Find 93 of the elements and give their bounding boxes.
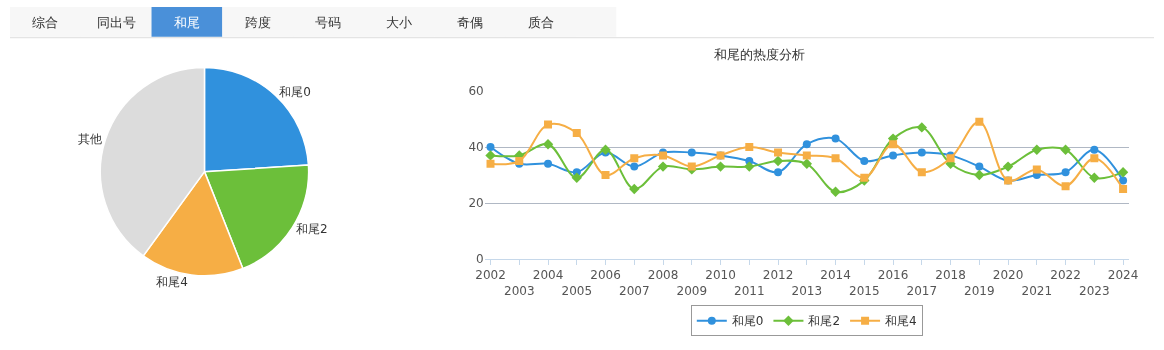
point [1090,145,1099,154]
point [772,155,784,167]
slice-label: 和尾2 [295,222,328,237]
legend-label: 和尾2 [808,314,841,329]
point [1089,172,1100,183]
point [657,161,669,172]
x-tick-label: 2013 [791,284,823,298]
x-tick-label: 2016 [877,268,909,283]
x-tick-label: 2008 [647,268,679,283]
y-tick-label: 20 [468,196,484,211]
point [572,129,581,137]
x-tick-label: 2022 [1050,268,1081,283]
point [600,144,611,155]
point [542,139,554,150]
point [916,122,928,133]
point [889,140,898,149]
point [630,162,639,171]
point [1031,144,1043,155]
point [715,161,726,172]
x-tick-label: 2017 [906,284,938,298]
y-tick-label: 60 [468,84,484,99]
point [860,157,869,165]
point [630,154,639,163]
point [687,148,696,157]
x-tick-label: 2011 [734,284,765,298]
x-tick-label: 2010 [705,268,736,283]
point [802,140,811,149]
x-tick-label: 2018 [935,268,966,283]
point [774,168,783,177]
x-tick-label: 2009 [676,284,708,298]
x-tick-label: 2012 [762,268,794,283]
point [1061,168,1070,177]
point [975,162,984,171]
point [1032,165,1041,174]
point [774,148,783,157]
point [1090,154,1099,163]
legend-label: 和尾4 [885,314,917,329]
category-label: 奇偶 [457,15,483,30]
point [860,173,869,182]
chart-title: 和尾的热度分析 [714,47,805,62]
x-tick-label: 2005 [561,284,593,298]
point [1119,185,1128,193]
x-tick-label: 2021 [1021,284,1053,298]
x-tick-label: 2004 [532,268,564,283]
point [1002,161,1014,172]
category-label: 和尾 [174,15,200,30]
point [1117,167,1129,178]
point [975,117,984,126]
point [1060,144,1071,155]
slice-label: 和尾4 [156,274,188,289]
x-tick-label: 2006 [590,268,621,283]
point [831,154,840,163]
x-tick-label: 2024 [1107,268,1139,283]
x-tick-label: 2023 [1079,284,1110,298]
point [974,169,985,181]
point [802,151,811,160]
x-tick-label: 2002 [475,268,506,283]
x-tick-label: 2007 [619,284,650,298]
legend-label: 和尾0 [731,314,764,329]
point [830,186,841,197]
x-tick-label: 2020 [992,268,1024,283]
point [571,172,582,183]
point [831,134,840,143]
category-label: 同出号 [97,15,136,30]
point [917,148,926,157]
category-label: 跨度 [245,15,271,30]
point [544,159,553,168]
x-tick-label: 2019 [964,284,995,298]
y-tick-label: 0 [476,252,484,267]
category-label: 质合 [528,15,554,30]
point [601,171,610,179]
x-tick-label: 2014 [820,268,851,283]
category-label: 号码 [315,15,341,30]
point [486,159,495,168]
category-label: 综合 [32,15,58,30]
x-tick-label: 2015 [849,284,880,298]
point [1061,182,1070,191]
point [745,143,754,151]
point [687,162,696,171]
slice-label: 和尾0 [279,84,311,99]
category-label: 大小 [386,15,412,30]
point [801,158,812,169]
slice-label: 其他 [77,131,102,146]
point [744,161,755,172]
point [889,151,898,160]
point [485,150,496,161]
point [486,143,495,151]
point [544,120,553,129]
point [1119,176,1128,185]
y-tick-label: 40 [468,140,484,155]
point [629,183,640,195]
point [917,168,926,177]
x-tick-label: 2003 [503,284,535,298]
